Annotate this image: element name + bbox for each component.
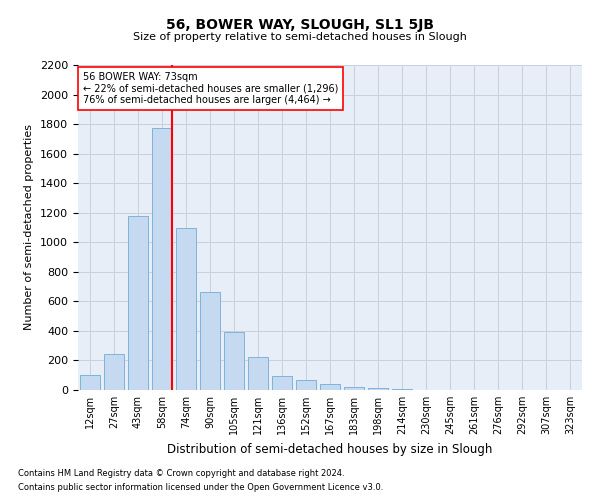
Bar bbox=[248, 357, 268, 390]
Text: 56 BOWER WAY: 73sqm
← 22% of semi-detached houses are smaller (1,296)
76% of sem: 56 BOWER WAY: 73sqm ← 22% of semi-detach… bbox=[83, 72, 338, 104]
Bar bbox=[344, 387, 364, 390]
Bar bbox=[104, 354, 124, 390]
Text: Size of property relative to semi-detached houses in Slough: Size of property relative to semi-detach… bbox=[133, 32, 467, 42]
Bar bbox=[368, 388, 388, 390]
Bar bbox=[296, 380, 316, 390]
Bar bbox=[224, 332, 244, 390]
Bar bbox=[200, 292, 220, 390]
Bar bbox=[152, 128, 172, 390]
Bar bbox=[272, 376, 292, 390]
Y-axis label: Number of semi-detached properties: Number of semi-detached properties bbox=[25, 124, 34, 330]
Text: Contains HM Land Registry data © Crown copyright and database right 2024.: Contains HM Land Registry data © Crown c… bbox=[18, 468, 344, 477]
Bar bbox=[176, 228, 196, 390]
Text: Contains public sector information licensed under the Open Government Licence v3: Contains public sector information licen… bbox=[18, 484, 383, 492]
Bar bbox=[320, 384, 340, 390]
X-axis label: Distribution of semi-detached houses by size in Slough: Distribution of semi-detached houses by … bbox=[167, 442, 493, 456]
Bar bbox=[128, 216, 148, 390]
Bar bbox=[80, 375, 100, 390]
Text: 56, BOWER WAY, SLOUGH, SL1 5JB: 56, BOWER WAY, SLOUGH, SL1 5JB bbox=[166, 18, 434, 32]
